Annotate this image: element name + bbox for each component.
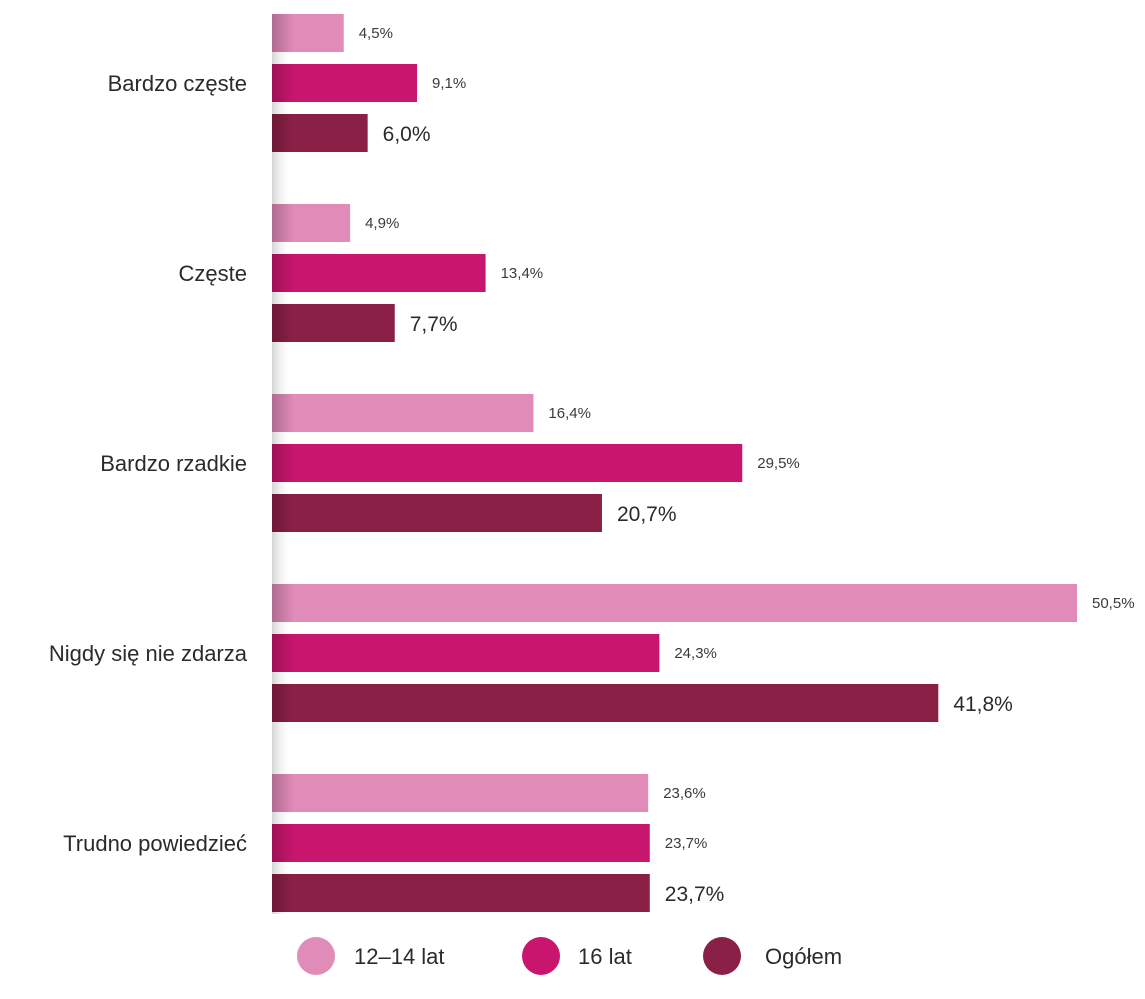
bar-bardzo-rzadkie-16-lat [272, 444, 743, 482]
data-label-bardzo-czeste-16-lat: 9,1% [432, 75, 466, 92]
bar-shade [272, 304, 294, 342]
data-label-nigdy-sie-nie-zdarza-16-lat: 24,3% [674, 645, 717, 662]
bar-shade [272, 494, 294, 532]
data-label-bardzo-rzadkie-ogolem: 20,7% [617, 503, 677, 526]
data-label-bardzo-rzadkie-12-14-lat: 16,4% [548, 405, 591, 422]
category-labels: Bardzo częste Częste Bardzo rzadkie Nigdy s… [49, 71, 248, 856]
legend-label-12-14-lat: 12–14 lat [354, 944, 445, 969]
data-label-bardzo-czeste-12-14-lat: 4,5% [359, 25, 393, 42]
data-label-bardzo-rzadkie-16-lat: 29,5% [757, 455, 800, 472]
bar-nigdy-sie-nie-zdarza-16-lat [272, 634, 660, 672]
bar-shade [272, 254, 294, 292]
bar-nigdy-sie-nie-zdarza-ogolem [272, 684, 939, 722]
bar-bardzo-czeste-16-lat [272, 64, 418, 102]
category-label-czeste: Częste [179, 261, 247, 286]
bar-shade [272, 444, 294, 482]
bar-trudno-powiedziec-ogolem [272, 874, 650, 912]
legend-swatch-16-lat [522, 937, 560, 975]
category-label-trudno-powiedziec: Trudno powiedzieć [63, 831, 247, 856]
bar-shade [272, 774, 294, 812]
data-label-czeste-12-14-lat: 4,9% [365, 215, 399, 232]
legend-label-16-lat: 16 lat [578, 944, 632, 969]
bar-shade [272, 114, 294, 152]
data-label-trudno-powiedziec-ogolem: 23,7% [665, 883, 725, 906]
legend-swatch-ogolem [703, 937, 741, 975]
bar-shade [272, 874, 294, 912]
bar-shade [272, 14, 294, 52]
bar-shade [272, 584, 294, 622]
data-label-nigdy-sie-nie-zdarza-ogolem: 41,8% [953, 693, 1013, 716]
category-label-bardzo-czeste: Bardzo częste [108, 71, 247, 96]
bars-group: 4,5% 9,1% 6,0% 4,9% 13,4% 7,7% 16,4% 29,5% 20,7%… [272, 14, 1135, 912]
category-label-bardzo-rzadkie: Bardzo rzadkie [100, 451, 247, 476]
data-label-czeste-ogolem: 7,7% [410, 313, 458, 336]
data-label-trudno-powiedziec-16-lat: 23,7% [665, 835, 708, 852]
bar-nigdy-sie-nie-zdarza-12-14-lat [272, 584, 1077, 622]
bar-trudno-powiedziec-16-lat [272, 824, 650, 862]
bar-shade [272, 684, 294, 722]
legend-label-ogolem: Ogółem [765, 944, 842, 969]
bar-bardzo-rzadkie-12-14-lat [272, 394, 534, 432]
data-label-bardzo-czeste-ogolem: 6,0% [383, 123, 431, 146]
bar-bardzo-rzadkie-ogolem [272, 494, 602, 532]
data-label-trudno-powiedziec-12-14-lat: 23,6% [663, 785, 706, 802]
bar-shade [272, 204, 294, 242]
bar-czeste-16-lat [272, 254, 486, 292]
legend: 12–14 lat 16 lat Ogółem [297, 937, 842, 975]
legend-swatch-12-14-lat [297, 937, 335, 975]
category-label-nigdy-sie-nie-zdarza: Nigdy się nie zdarza [49, 641, 248, 666]
data-label-nigdy-sie-nie-zdarza-12-14-lat: 50,5% [1092, 595, 1135, 612]
bar-shade [272, 824, 294, 862]
bar-shade [272, 634, 294, 672]
bar-shade [272, 64, 294, 102]
bar-trudno-powiedziec-12-14-lat [272, 774, 649, 812]
bar-shade [272, 394, 294, 432]
data-label-czeste-16-lat: 13,4% [501, 265, 544, 282]
